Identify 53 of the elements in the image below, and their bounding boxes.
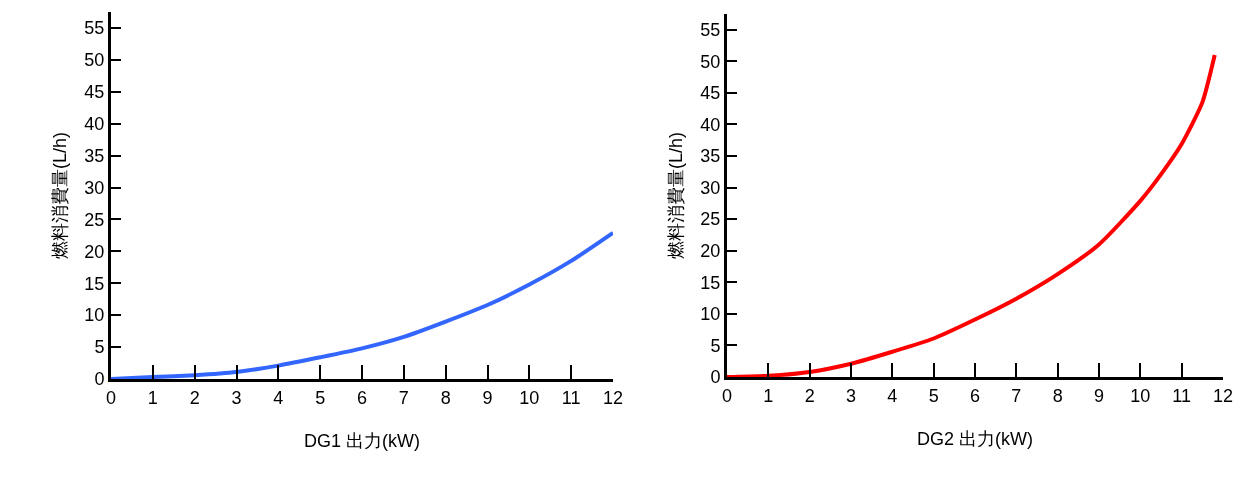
y-tick-label: 30 [700,177,721,198]
x-tick-label: 12 [1212,385,1234,406]
y-tick-label: 10 [84,305,105,326]
x-tick-label: 8 [440,387,451,408]
y-tick-label: 45 [84,82,105,103]
y-tick-label: 10 [700,304,721,325]
x-tick-label: 8 [1052,385,1063,406]
y-axis-title: 燃料消費量(L/h) [665,131,686,260]
x-tick-label: 2 [189,387,200,408]
x-axis-title: DG2 出力(kW) [917,428,1033,449]
y-tick-label: 40 [700,114,721,135]
x-tick-label: 10 [1130,385,1151,406]
y-tick-label: 20 [84,241,105,262]
y-tick-label: 50 [700,51,721,72]
y-tick-label: 55 [700,20,721,41]
x-tick-label: 6 [969,385,981,406]
y-axis-title: 燃料消費量(L/h) [49,131,70,260]
y-tick-label: 45 [700,83,721,104]
x-tick-label: 6 [356,387,368,408]
x-tick-label: 10 [519,387,540,408]
x-tick-label: 7 [1011,385,1022,406]
x-tick-label: 4 [273,387,284,408]
y-tick-label: 35 [700,146,721,167]
x-tick-label: 12 [602,387,624,408]
y-tick-label: 55 [84,18,105,39]
line-series [727,53,1217,377]
y-tick-label: 40 [84,114,105,134]
y-tick-label: 5 [710,335,721,356]
y-tick-label: 15 [84,273,105,294]
x-tick-label: 11 [1172,385,1192,406]
y-tick-label: 0 [710,367,721,388]
x-tick-label: 3 [845,385,857,406]
x-tick-label: 5 [928,385,939,406]
y-tick-label: 35 [84,145,105,166]
y-tick-label: 25 [84,209,105,230]
x-tick-label: 7 [398,387,409,408]
x-tick-label: 1 [763,385,774,406]
x-axis-title: DG1 出力(kW) [304,430,420,451]
x-tick-label: 11 [561,387,581,408]
y-tick-label: 25 [700,209,721,230]
x-tick-label: 3 [231,387,242,408]
x-tick-label: 5 [315,387,326,408]
y-tick-label: 15 [700,272,721,293]
x-tick-label: 1 [147,387,158,408]
y-tick-label: 0 [94,369,105,390]
x-tick-label: 2 [804,385,815,406]
y-tick-label: 30 [84,177,105,198]
y-tick-label: 5 [94,337,105,358]
y-tick-label: 50 [84,50,105,71]
y-tick-label: 20 [700,241,721,262]
x-tick-label: 4 [887,385,898,406]
x-tick-label: 9 [482,387,493,408]
x-tick-label: 9 [1093,385,1105,406]
